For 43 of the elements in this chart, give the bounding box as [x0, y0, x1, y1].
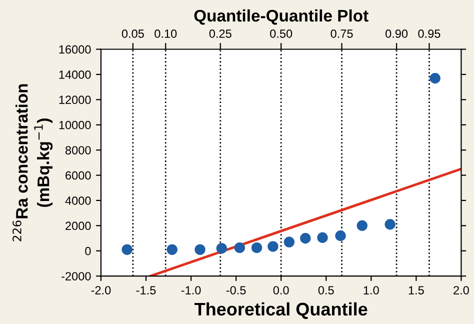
point: [356, 220, 368, 231]
point: [335, 230, 346, 242]
point: [317, 232, 328, 243]
text: 0.25: [209, 29, 232, 38]
x-tick-label: -0.5: [226, 286, 246, 294]
x-tick-label: 1.0: [364, 286, 379, 294]
chart-title: Quantile-Quantile Plot: [194, 9, 368, 25]
y-tick-label: 0: [85, 246, 91, 256]
x-tick-label: 0.0: [273, 286, 289, 294]
point: [234, 242, 246, 254]
point: [430, 72, 440, 84]
text: 0.50: [270, 29, 292, 38]
point: [384, 219, 396, 230]
text: 0.90: [386, 29, 408, 38]
x-axis-title: Theoretical Quantile: [194, 302, 368, 319]
point: [300, 232, 311, 244]
y-tick-label: -2000: [62, 272, 91, 280]
point: [251, 242, 262, 254]
y-tick-label: 12000: [59, 96, 91, 104]
text: 0.95: [418, 29, 440, 38]
y-tick-label: 2000: [66, 222, 91, 230]
x-tick-label: 2.0: [454, 286, 469, 294]
y-tick-label: 6000: [66, 171, 91, 180]
text: 0.75: [330, 29, 353, 38]
point: [122, 244, 132, 255]
x-tick-label: -2.0: [91, 286, 111, 294]
y-tick-label: 16000: [59, 45, 91, 54]
point: [166, 244, 178, 255]
x-tick-label: -1.5: [136, 286, 156, 294]
y-tick-label: 4000: [65, 196, 91, 205]
text: 0.10: [154, 29, 177, 38]
x-tick-label: 1.5: [408, 286, 424, 294]
y-tick-label: 14000: [59, 70, 91, 79]
y-tick-label: 8000: [65, 146, 91, 154]
point: [268, 241, 278, 252]
y-tick-label: 10000: [59, 120, 91, 130]
point: [284, 236, 295, 248]
point: [216, 242, 227, 254]
x-tick-label: 0.5: [318, 286, 334, 294]
x-tick-label: -1.0: [181, 286, 201, 294]
y-axis-title: $^{226}$Ra concentration (mBq.kg$^{−1}$): [12, 84, 53, 242]
text: 0.05: [122, 29, 144, 38]
point: [194, 244, 206, 255]
